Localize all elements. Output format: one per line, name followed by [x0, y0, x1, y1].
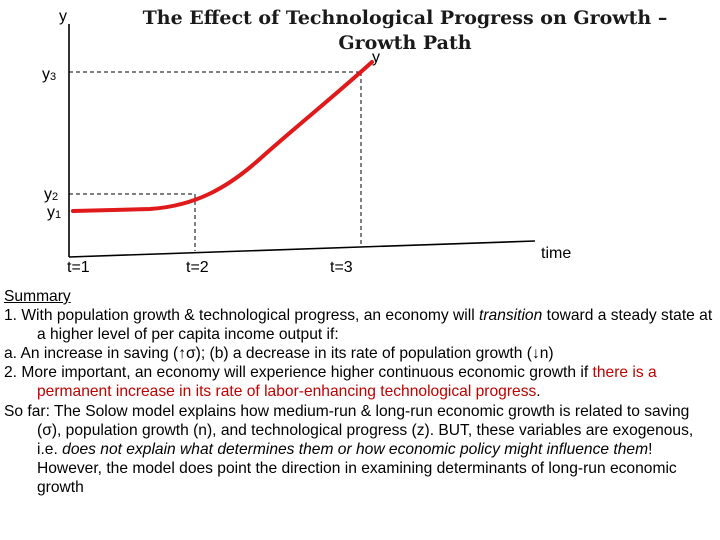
- y-axis-label: y: [59, 8, 67, 25]
- y2-label: y2: [44, 186, 58, 206]
- time-axis: [68, 240, 536, 258]
- sofar-plain: So far: The Solow model explains how med…: [4, 402, 694, 458]
- tick-t1: t=1: [67, 259, 90, 276]
- point1-emphasis: transition: [479, 307, 543, 325]
- point2-red: there is a permanent increase in its rat…: [37, 364, 657, 401]
- y3-label: y3: [42, 66, 56, 86]
- tick-t3: t=3: [330, 259, 353, 276]
- y2-subscript: 2: [52, 191, 59, 203]
- point2-plain: 2. More important, an economy will exper…: [4, 364, 593, 382]
- y3-name: y: [42, 66, 50, 83]
- summary-point-2: 2. More important, an economy will exper…: [4, 363, 716, 401]
- sofar-italic: does not explain what determines them or…: [62, 440, 649, 458]
- sofar-end: ! However, the model does point the dire…: [37, 440, 677, 496]
- summary-point-1: 1. With population growth & technologica…: [4, 306, 716, 344]
- summary-section: Summary 1. With population growth & tech…: [4, 287, 716, 497]
- point1-suffix: toward a steady state at a higher level …: [37, 307, 713, 344]
- y1-subscript: 1: [55, 209, 62, 221]
- summary-point-a: a. An increase in saving (↑σ); (b) a dec…: [4, 345, 554, 363]
- tick-t2: t=2: [186, 259, 209, 276]
- y1-label: y1: [47, 204, 61, 224]
- summary-heading: Summary: [4, 288, 71, 305]
- y3-subscript: 3: [50, 71, 57, 83]
- growth-path-diagram: [68, 24, 536, 258]
- curve-label: y: [372, 49, 380, 66]
- slide-title: The Effect of Technological Progress on …: [142, 7, 668, 54]
- growth-path-curve: [71, 60, 374, 213]
- point2-end: .: [536, 383, 541, 401]
- point1-prefix: 1. With population growth & technologica…: [4, 307, 479, 325]
- summary-sofar: So far: The Solow model explains how med…: [4, 402, 716, 497]
- time-axis-label: time: [541, 245, 572, 262]
- y2-name: y: [44, 186, 52, 203]
- y1-name: y: [47, 204, 55, 221]
